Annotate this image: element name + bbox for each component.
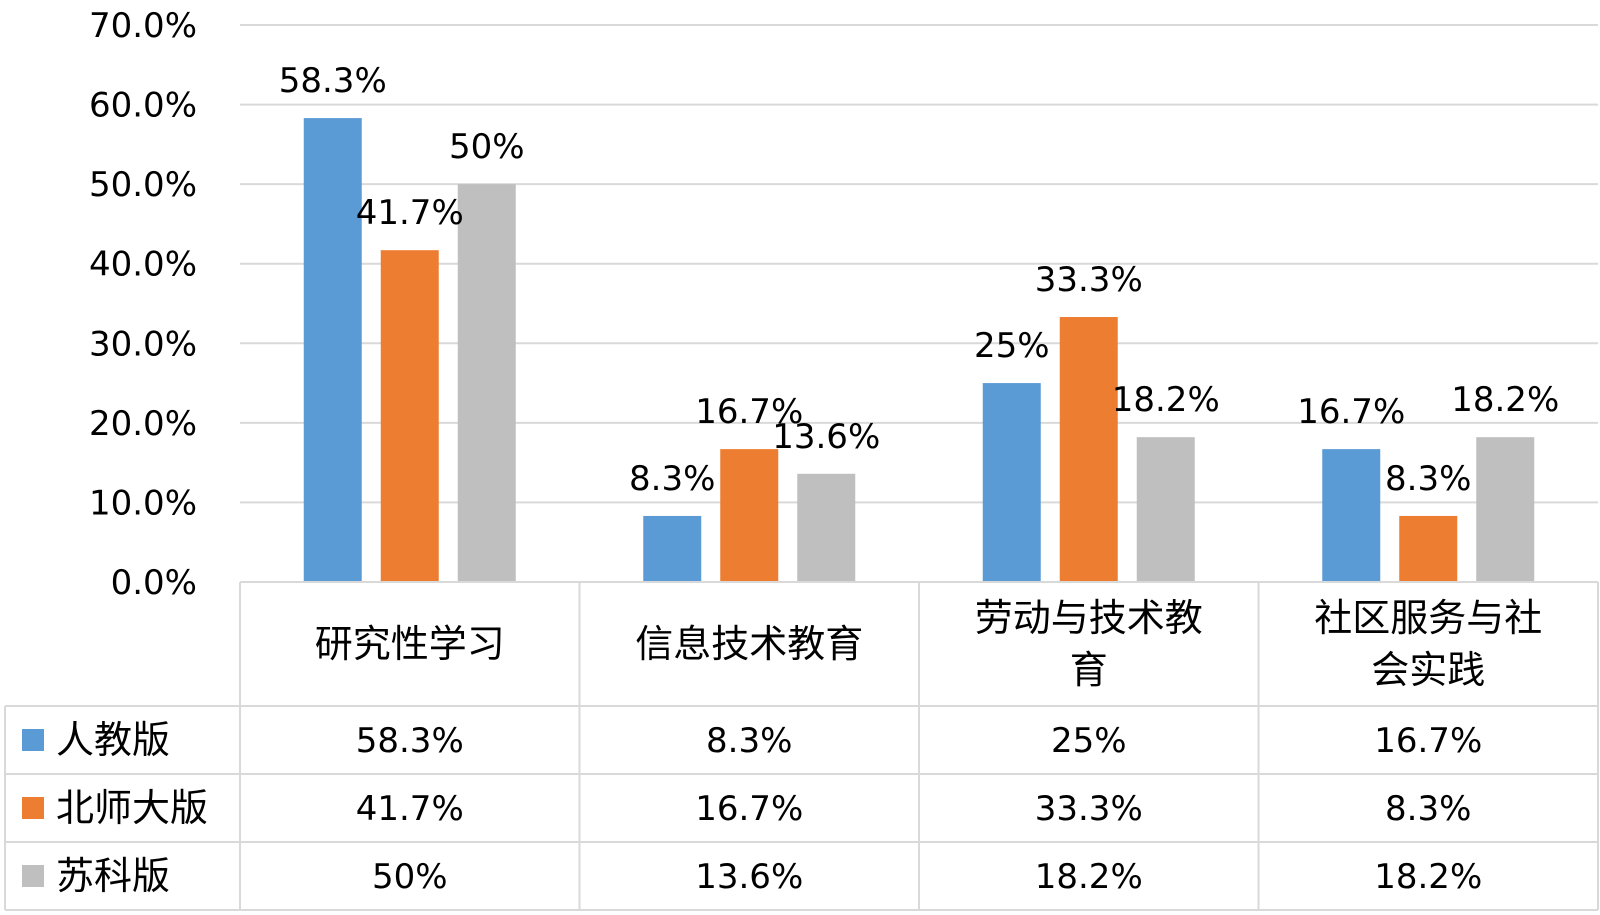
table-cell: 18.2% xyxy=(1035,857,1143,897)
data-labels: 58.3% 8.3% 25% 16.7% 41.7% 16.7% 33.3% 8.3% 50% 1… xyxy=(279,61,1560,499)
bar xyxy=(1476,437,1535,582)
y-tick-label: 60.0% xyxy=(89,86,197,126)
table-cell: 13.6% xyxy=(695,857,803,897)
data-label: 18.2% xyxy=(1112,380,1220,420)
data-label: 33.3% xyxy=(1035,260,1143,300)
table-cell: 41.7% xyxy=(356,789,464,829)
data-label: 16.7% xyxy=(1297,392,1405,432)
bar xyxy=(643,515,702,582)
y-tick-label: 70.0% xyxy=(89,6,197,46)
category-label: 社区服务与社会实践 xyxy=(1314,596,1542,692)
data-label: 16.7% xyxy=(695,392,803,432)
table-cell: 8.3% xyxy=(706,721,792,761)
data-label: 8.3% xyxy=(629,459,715,499)
y-tick-label: 30.0% xyxy=(89,324,197,364)
legend-key xyxy=(22,797,44,819)
series-name: 人教版 xyxy=(56,718,170,762)
table-cell: 8.3% xyxy=(1385,789,1471,829)
data-label: 41.7% xyxy=(356,193,464,233)
bar xyxy=(720,449,779,582)
data-label: 18.2% xyxy=(1451,380,1559,420)
data-label: 25% xyxy=(974,326,1050,366)
series-name: 北师大版 xyxy=(56,786,208,830)
data-label: 50% xyxy=(449,127,525,167)
category-label: 信息技术教育 xyxy=(635,622,863,666)
data-label: 13.6% xyxy=(772,417,880,457)
table-cell: 16.7% xyxy=(695,789,803,829)
table-cell: 50% xyxy=(372,857,448,897)
y-tick-label: 20.0% xyxy=(89,404,197,444)
table-cell: 25% xyxy=(1051,721,1127,761)
bar xyxy=(1136,437,1195,582)
table-cell: 33.3% xyxy=(1035,789,1143,829)
bar xyxy=(380,250,439,583)
category-label: 劳动与技术教育 xyxy=(975,596,1203,692)
bar xyxy=(1322,449,1381,582)
series-name: 苏科版 xyxy=(56,854,170,898)
bar xyxy=(303,118,362,582)
bars xyxy=(303,118,1535,583)
y-tick-label: 10.0% xyxy=(89,483,197,523)
bar xyxy=(1399,515,1458,582)
table-cell: 18.2% xyxy=(1374,857,1482,897)
bar xyxy=(797,473,856,582)
table-cell: 16.7% xyxy=(1374,721,1482,761)
bar xyxy=(982,383,1041,582)
bar xyxy=(1059,317,1118,582)
y-tick-label: 50.0% xyxy=(89,165,197,205)
legend-key xyxy=(22,729,44,751)
y-tick-label: 40.0% xyxy=(89,245,197,285)
y-axis: 0.0% 10.0% 20.0% 30.0% 40.0% 50.0% 60.0% 70.0% xyxy=(89,6,197,603)
y-tick-label: 0.0% xyxy=(111,563,197,603)
legend-key xyxy=(22,865,44,887)
data-label: 58.3% xyxy=(279,61,387,101)
data-label: 8.3% xyxy=(1385,459,1471,499)
table-cell: 58.3% xyxy=(356,721,464,761)
category-label: 研究性学习 xyxy=(315,622,505,666)
bar xyxy=(457,184,516,582)
